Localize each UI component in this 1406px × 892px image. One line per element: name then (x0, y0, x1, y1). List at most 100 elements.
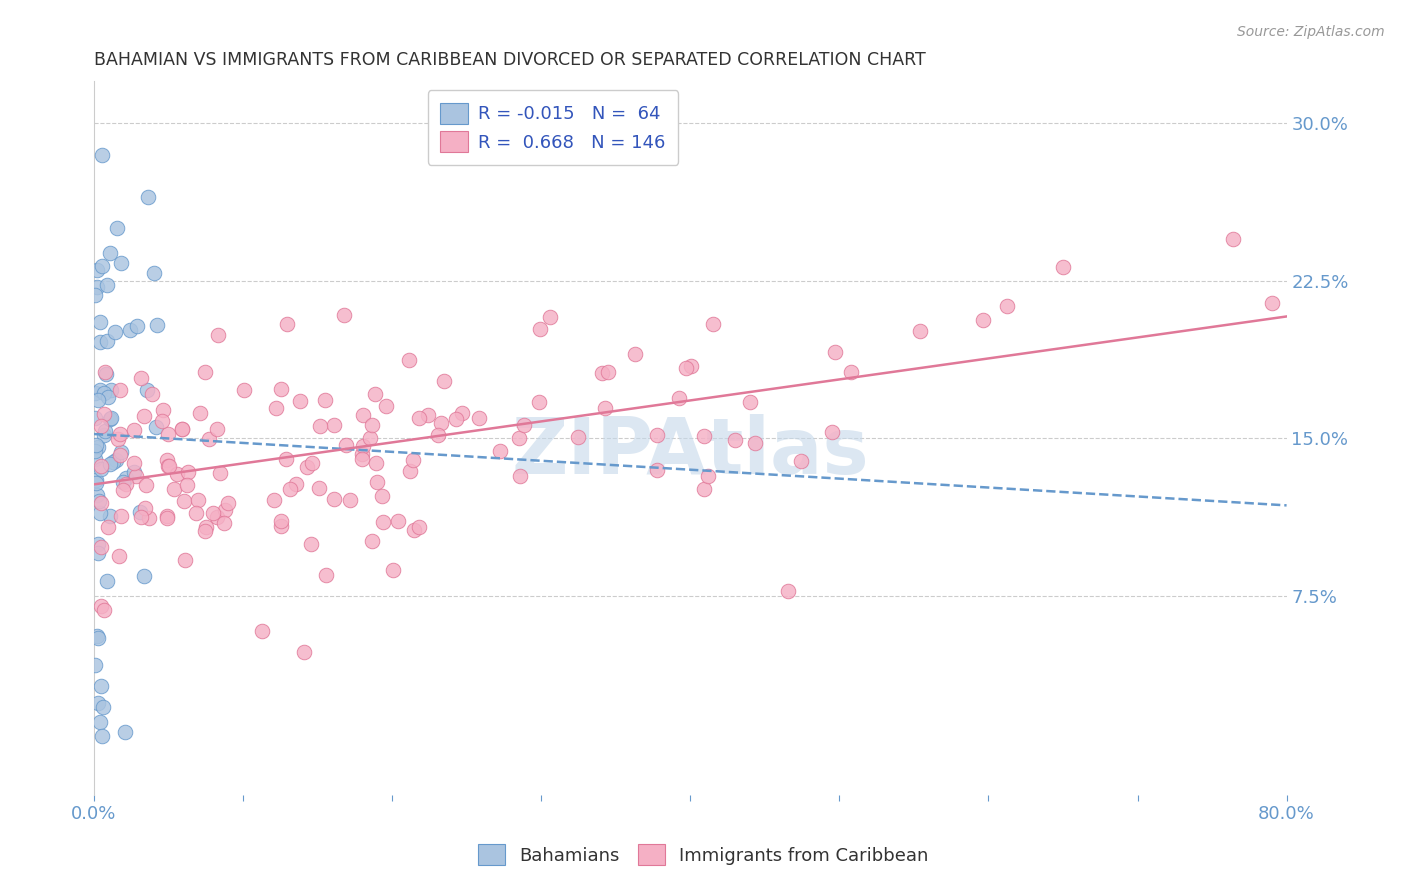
Point (84, 386, 107, 401)
Point (370, 489, 392, 503)
Point (263, 493, 285, 508)
Point (110, 445, 132, 459)
Point (264, 401, 287, 415)
Point (94, 365, 117, 379)
Point (90, 496, 112, 510)
Point (84, 288, 107, 302)
Point (86, 546, 108, 560)
Text: Source: ZipAtlas.com: Source: ZipAtlas.com (1237, 25, 1385, 39)
Point (84, 452, 107, 467)
Point (738, 395, 761, 409)
Point (89, 714, 111, 729)
Point (432, 375, 454, 389)
Point (122, 465, 145, 479)
Point (776, 583, 799, 598)
Point (115, 476, 138, 491)
Point (97, 520, 120, 534)
Point (96, 367, 118, 381)
Point (598, 365, 620, 379)
Legend: R = -0.015   N =  64, R =  0.668   N = 146: R = -0.015 N = 64, R = 0.668 N = 146 (427, 90, 678, 165)
Point (194, 524, 217, 538)
Point (157, 427, 180, 442)
Point (250, 624, 273, 639)
Point (87, 696, 110, 710)
Point (122, 423, 145, 437)
Point (198, 432, 221, 446)
Point (527, 395, 550, 409)
Point (645, 427, 668, 442)
Point (315, 567, 337, 582)
Point (387, 514, 409, 528)
Point (205, 422, 228, 436)
Point (90, 679, 112, 693)
Point (143, 266, 166, 280)
Point (84, 657, 107, 672)
Point (538, 310, 561, 325)
Point (744, 435, 766, 450)
Point (232, 384, 254, 398)
Point (136, 190, 159, 204)
Point (132, 569, 155, 583)
Point (702, 317, 724, 331)
Point (285, 476, 308, 491)
Point (129, 510, 152, 524)
Point (156, 508, 179, 523)
Point (125, 468, 148, 483)
Point (91, 260, 114, 274)
Point (89, 335, 111, 350)
Point (84, 437, 107, 451)
Point (111, 483, 134, 497)
Point (89, 315, 111, 329)
Point (821, 425, 844, 440)
Point (138, 510, 160, 524)
Point (172, 422, 194, 436)
Point (84, 443, 107, 458)
Point (205, 510, 228, 524)
Point (402, 452, 425, 467)
Point (724, 433, 747, 447)
Point (145, 420, 167, 434)
Point (322, 492, 344, 507)
Point (87, 440, 110, 454)
Point (591, 366, 613, 380)
Point (93, 386, 115, 401)
Point (276, 317, 298, 331)
Point (107, 433, 129, 447)
Point (693, 429, 716, 443)
Point (110, 256, 132, 270)
Point (335, 438, 357, 452)
Point (173, 494, 195, 508)
Point (350, 452, 373, 467)
Point (114, 725, 136, 739)
Point (155, 510, 177, 524)
Point (790, 454, 813, 468)
Point (382, 563, 405, 577)
Point (217, 496, 239, 510)
Point (697, 468, 720, 483)
Point (93, 408, 115, 422)
Point (91, 699, 114, 714)
Point (100, 383, 122, 397)
Point (90, 599, 112, 614)
Point (135, 478, 157, 492)
Point (364, 456, 387, 470)
Point (89, 494, 111, 508)
Point (100, 411, 122, 425)
Point (214, 503, 236, 517)
Point (156, 453, 179, 467)
Point (352, 447, 374, 461)
Point (173, 553, 195, 567)
Point (96, 278, 118, 293)
Point (489, 444, 512, 458)
Point (134, 500, 156, 515)
Point (188, 406, 211, 420)
Point (89, 506, 111, 520)
Point (90, 462, 112, 476)
Point (278, 482, 301, 496)
Point (359, 432, 381, 446)
Point (110, 509, 132, 524)
Point (90, 418, 112, 433)
Point (176, 477, 198, 491)
Point (107, 221, 129, 235)
Point (364, 386, 387, 401)
